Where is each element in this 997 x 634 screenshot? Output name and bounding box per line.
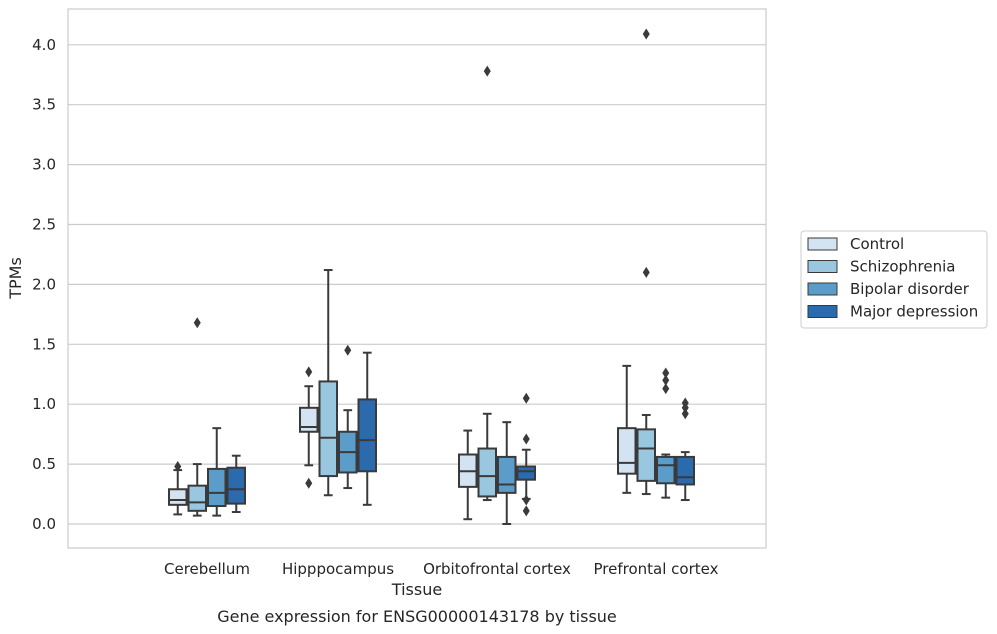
box-group	[226, 454, 246, 514]
y-tick-labels: 0.0 0.5 1.0 1.5 2.0 2.5 3.0 3.5 4.0	[32, 36, 56, 533]
box	[318, 380, 338, 478]
series-schizophrenia	[187, 28, 656, 517]
box-group	[318, 269, 338, 497]
x-tick-label: Hipppocampus	[282, 560, 394, 578]
outlier-point	[681, 408, 689, 420]
legend-label: Control	[850, 235, 904, 253]
box-group	[617, 364, 637, 494]
legend: Control Schizophrenia Bipolar disorder Majo…	[800, 230, 988, 329]
legend-label: Major depression	[850, 303, 978, 321]
series-major-depression	[226, 351, 695, 517]
box-group	[636, 28, 656, 496]
box	[617, 427, 637, 475]
y-tick-label: 2.0	[32, 275, 56, 293]
y-axis-label: TPMs	[6, 257, 25, 300]
outlier-point	[642, 28, 650, 40]
box	[675, 455, 695, 486]
legend-swatch	[807, 260, 838, 273]
outlier-point	[522, 494, 530, 506]
x-axis-label: Tissue	[391, 580, 442, 599]
box-group	[357, 351, 377, 506]
box	[207, 467, 227, 508]
outlier-point	[681, 402, 689, 414]
box	[636, 428, 656, 482]
legend-frame	[800, 230, 988, 329]
box-group	[187, 317, 207, 517]
box	[656, 455, 676, 485]
box	[168, 488, 188, 506]
box-group	[656, 367, 676, 499]
box	[187, 484, 207, 512]
y-tick-label: 1.5	[32, 335, 56, 353]
box-group	[338, 344, 358, 490]
box-group	[207, 427, 227, 517]
box-group	[168, 460, 188, 516]
box	[226, 466, 246, 505]
x-tick-label: Orbitofrontal cortex	[423, 560, 571, 578]
outlier-point	[344, 344, 352, 356]
outlier-point	[483, 65, 491, 77]
x-tick-label: Cerebellum	[164, 560, 250, 578]
box	[516, 465, 536, 481]
outlier-point	[522, 433, 530, 445]
series-control	[168, 364, 637, 521]
box	[357, 398, 377, 473]
outlier-point	[662, 374, 670, 386]
box-group	[299, 366, 319, 489]
box	[299, 406, 319, 433]
box-group	[497, 421, 517, 525]
legend-swatch	[807, 237, 838, 251]
y-tick-label: 2.5	[32, 216, 56, 234]
chart-caption: Gene expression for ENSG00000143178 by t…	[217, 607, 617, 626]
y-tick-label: 0.0	[32, 515, 56, 533]
outlier-point	[305, 477, 313, 489]
box	[497, 455, 517, 494]
legend-label: Bipolar disorder	[850, 280, 970, 298]
y-tick-label: 4.0	[32, 36, 56, 54]
box-group	[477, 65, 497, 502]
outlier-point	[193, 317, 201, 329]
y-tick-label: 1.0	[32, 395, 56, 413]
series-bipolar-disorder	[207, 344, 676, 525]
box-group	[516, 392, 536, 517]
boxes	[168, 28, 695, 525]
plot-area-frame	[67, 8, 767, 549]
outlier-point	[662, 367, 670, 379]
outlier-point	[642, 266, 650, 278]
y-tick-label: 3.0	[32, 156, 56, 174]
legend-swatch	[807, 282, 838, 296]
legend-label: Schizophrenia	[850, 258, 955, 276]
box	[477, 447, 497, 498]
outlier-point	[662, 383, 670, 395]
x-tick-label: Prefrontal cortex	[594, 560, 719, 578]
gridlines	[68, 44, 766, 525]
outlier-point	[522, 392, 530, 404]
outlier-point	[522, 505, 530, 517]
legend-swatch	[807, 305, 838, 318]
outlier-point	[305, 366, 313, 378]
y-tick-label: 0.5	[32, 455, 56, 473]
box-group	[675, 397, 695, 502]
outlier-point	[174, 460, 182, 472]
y-tick-label: 3.5	[32, 96, 56, 114]
x-tick-labels: Cerebellum Hipppocampus Orbitofrontal cort…	[164, 560, 719, 578]
box-group	[458, 429, 478, 521]
